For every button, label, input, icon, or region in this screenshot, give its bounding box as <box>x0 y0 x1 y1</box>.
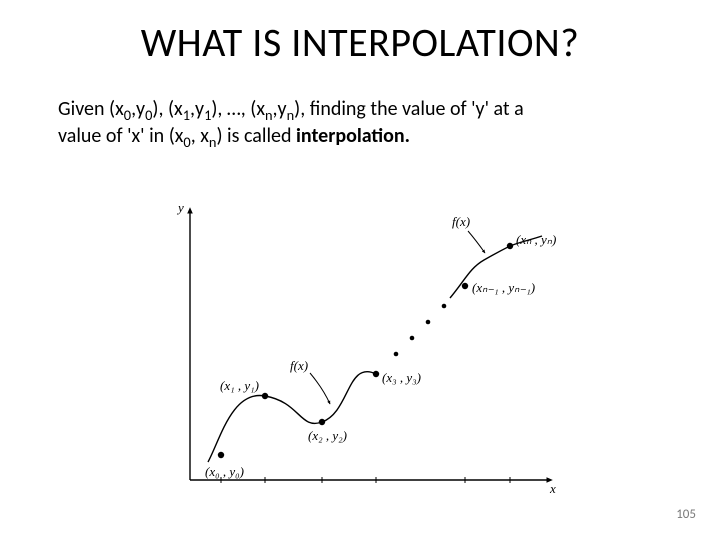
point-label: (xₙ , yₙ) <box>516 232 556 247</box>
body-text-fragment: ) is called <box>216 124 291 148</box>
point <box>426 320 431 325</box>
point <box>319 419 325 425</box>
subscript: 0 <box>183 133 190 151</box>
point <box>394 352 399 357</box>
slide: WHAT IS INTERPOLATION? Given (x0,y0), (x… <box>0 0 720 540</box>
body-text-fragment: ,y <box>273 97 287 121</box>
point <box>218 452 224 458</box>
data-points <box>218 243 513 458</box>
point <box>507 243 513 249</box>
fx-label-lower: f(x) <box>290 358 308 373</box>
pointer-upper <box>468 231 485 253</box>
body-text-fragment: ,y <box>131 97 145 121</box>
slide-title: WHAT IS INTERPOLATION? <box>0 18 720 67</box>
point-label: (x₁ , y₁) <box>220 378 259 393</box>
point <box>262 393 268 399</box>
keyword-interpolation: interpolation. <box>292 124 410 148</box>
body-text-fragment: ), (x <box>152 97 182 121</box>
body-text-fragment: x <box>196 124 209 148</box>
interpolation-figure: y x f(x) f(x) (x₀ , y₀) (x₁ , y₁) (x₂ , … <box>150 190 570 500</box>
body-text-fragment: ,y <box>190 97 204 121</box>
subscript: 1 <box>183 106 190 124</box>
point-label: (x₃ , y₃) <box>382 370 421 385</box>
point-label: (x₀ , y₀) <box>205 464 244 479</box>
body-text-fragment: value of 'x' in (x <box>58 124 183 148</box>
point <box>410 336 415 341</box>
subscript: 0 <box>124 106 131 124</box>
x-axis-label: x <box>549 481 556 496</box>
point-label: (xₙ₋₁ , yₙ₋₁) <box>472 280 535 295</box>
page-number: 105 <box>676 507 696 522</box>
body-text-fragment: ), finding the value of 'y' at a <box>294 97 524 121</box>
point <box>462 283 468 289</box>
point <box>442 304 447 309</box>
body-text-fragment: Given (x <box>58 97 124 121</box>
point-label: (x₂ , y₂) <box>308 428 347 443</box>
body-text-fragment: ), …, (x <box>211 97 265 121</box>
fx-label-upper: f(x) <box>452 214 470 229</box>
y-axis-label: y <box>176 200 184 215</box>
subscript: n <box>265 106 273 124</box>
slide-body: Given (x0,y0), (x1,y1), …, (xn,yn), find… <box>58 96 698 150</box>
pointer-lower <box>310 373 330 404</box>
point <box>373 371 379 377</box>
